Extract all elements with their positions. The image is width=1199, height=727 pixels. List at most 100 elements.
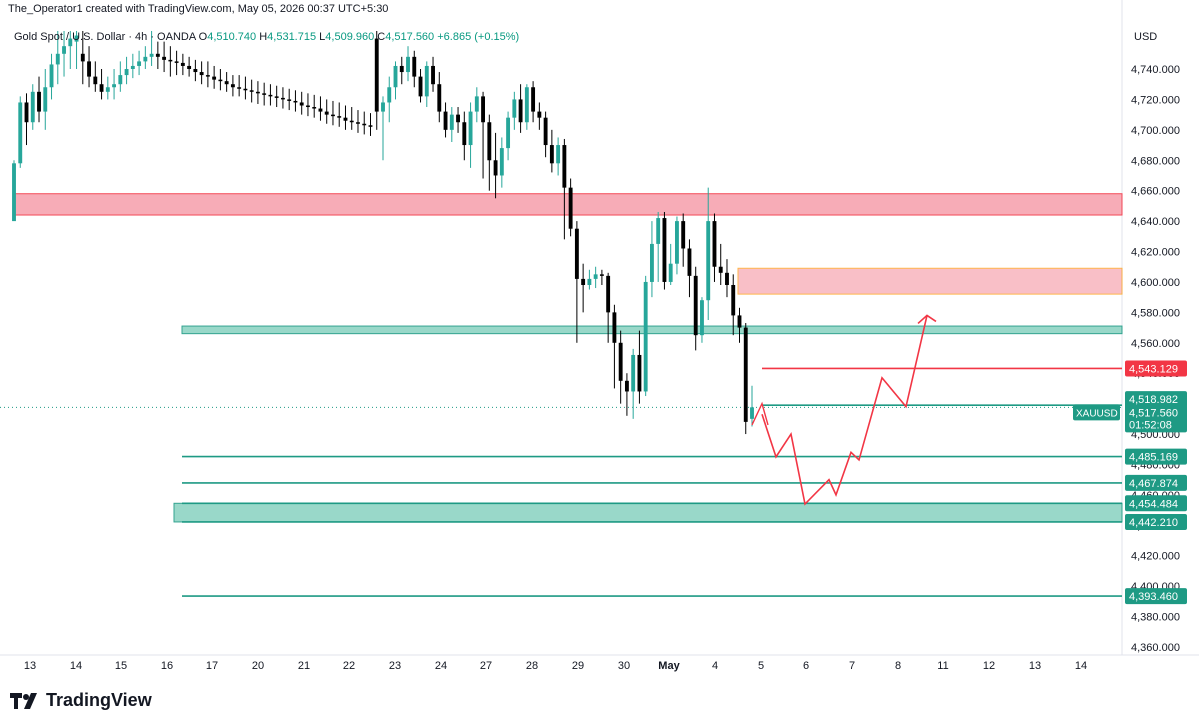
resistance-zone bbox=[13, 193, 1123, 216]
price-tick-label: 4,380.000 bbox=[1131, 612, 1180, 624]
candle-body bbox=[543, 117, 548, 146]
candle-body bbox=[237, 87, 242, 89]
candle-body bbox=[399, 65, 404, 73]
time-tick-label: 27 bbox=[480, 660, 492, 672]
candle-body bbox=[537, 111, 542, 118]
time-tick-label: 8 bbox=[895, 660, 901, 672]
time-tick-label: 29 bbox=[572, 660, 584, 672]
candle-body bbox=[118, 75, 123, 85]
candle-body bbox=[49, 64, 54, 88]
candle-body bbox=[168, 59, 173, 62]
candle-body bbox=[93, 76, 98, 85]
candle-body bbox=[68, 38, 73, 47]
price-tick-label: 4,600.000 bbox=[1131, 277, 1180, 289]
candle-body bbox=[143, 56, 148, 62]
candle-body bbox=[468, 111, 473, 146]
candle-body bbox=[531, 87, 536, 112]
candle-body bbox=[725, 272, 729, 285]
candle-body bbox=[618, 342, 623, 381]
candle-body bbox=[55, 53, 60, 65]
candle-body bbox=[449, 114, 454, 130]
time-tick-label: 7 bbox=[849, 660, 855, 672]
candle-body bbox=[599, 274, 604, 276]
time-tick-label: 22 bbox=[343, 660, 355, 672]
candle-body bbox=[137, 61, 142, 66]
price-axis[interactable]: 4,740.000 4,720.000 4,700.000 4,680.000 4,66… bbox=[1073, 64, 1187, 654]
support-zone bbox=[181, 325, 1123, 335]
candle-body bbox=[499, 148, 504, 176]
candle-body bbox=[662, 218, 667, 282]
candle-body bbox=[24, 102, 29, 123]
currency-label[interactable]: USD bbox=[1134, 31, 1158, 43]
time-tick-label: 21 bbox=[298, 660, 310, 672]
candle-body bbox=[337, 116, 342, 118]
resistance-zone bbox=[737, 267, 1123, 295]
candle-body bbox=[349, 120, 354, 123]
candle-body bbox=[224, 81, 229, 85]
low-label: L bbox=[319, 31, 326, 43]
candle-body bbox=[437, 84, 442, 112]
symbol-name[interactable]: Gold Spot / U.S. Dollar · 4h · OANDA bbox=[14, 31, 196, 43]
time-tick-label: 5 bbox=[758, 660, 764, 672]
time-tick-label: 13 bbox=[24, 660, 36, 672]
time-tick-label: 13 bbox=[1029, 660, 1041, 672]
candle-body bbox=[387, 87, 392, 103]
time-tick-label: 6 bbox=[803, 660, 809, 672]
price-tick-label: 4,680.000 bbox=[1131, 155, 1180, 167]
bounce-arrowhead bbox=[751, 401, 769, 426]
candle-body bbox=[155, 53, 160, 57]
candle-body bbox=[130, 65, 135, 69]
candle-body bbox=[112, 84, 117, 88]
tradingview-logo[interactable]: TradingView bbox=[10, 690, 152, 711]
candle-body bbox=[187, 65, 192, 69]
candle-body bbox=[62, 46, 66, 54]
candle-body bbox=[43, 87, 48, 112]
projection-arrowhead bbox=[917, 314, 937, 325]
projection-line bbox=[761, 315, 928, 506]
candle-body bbox=[474, 96, 479, 112]
candle-body bbox=[456, 114, 460, 123]
support-zone bbox=[173, 502, 1123, 523]
candle-body bbox=[656, 218, 661, 244]
candle-body bbox=[18, 102, 23, 164]
candle-body bbox=[87, 61, 91, 77]
candle-body bbox=[681, 221, 686, 249]
close-value: 4,517.560 bbox=[385, 31, 435, 43]
candle-body bbox=[124, 69, 129, 76]
candle-body bbox=[712, 221, 717, 267]
candle-body bbox=[693, 275, 698, 336]
candle-body bbox=[593, 274, 598, 279]
logo-text: TradingView bbox=[46, 690, 152, 710]
candle-body bbox=[518, 99, 523, 123]
candle-body bbox=[374, 38, 379, 112]
candle-body bbox=[368, 125, 373, 127]
candle-body bbox=[643, 281, 648, 392]
time-tick-label: 24 bbox=[435, 660, 447, 672]
last-price-bg bbox=[1125, 404, 1187, 433]
candle-body bbox=[481, 96, 486, 123]
candle-body bbox=[624, 380, 629, 392]
zones bbox=[13, 193, 1123, 523]
candle-body bbox=[199, 72, 204, 76]
candle-body bbox=[737, 315, 742, 328]
level-price-label-bg bbox=[1125, 513, 1187, 530]
time-axis[interactable]: 13 14 15 16 17 20 21 22 23 24 27 28 29 30 May 4 5 6 7 8 11 12… bbox=[24, 660, 1087, 672]
level-price-label-bg bbox=[1125, 495, 1187, 512]
candle-body bbox=[99, 84, 104, 92]
candle-body bbox=[180, 62, 185, 66]
level-price-label-bg bbox=[1125, 474, 1187, 491]
level-lines bbox=[0, 367, 1122, 597]
time-tick-label: 28 bbox=[526, 660, 538, 672]
time-tick-label: 12 bbox=[983, 660, 995, 672]
candle-body bbox=[381, 102, 385, 112]
last-price-value: 4,517.560 bbox=[1129, 407, 1178, 419]
price-tick-label: 4,700.000 bbox=[1131, 125, 1180, 137]
time-tick-label: 16 bbox=[161, 660, 173, 672]
time-tick-label: 23 bbox=[389, 660, 401, 672]
candle-body bbox=[406, 56, 410, 73]
candle-body bbox=[443, 111, 448, 130]
level-price-label-bg bbox=[1125, 360, 1187, 377]
candle-body bbox=[356, 122, 360, 124]
candle-body bbox=[105, 87, 110, 92]
